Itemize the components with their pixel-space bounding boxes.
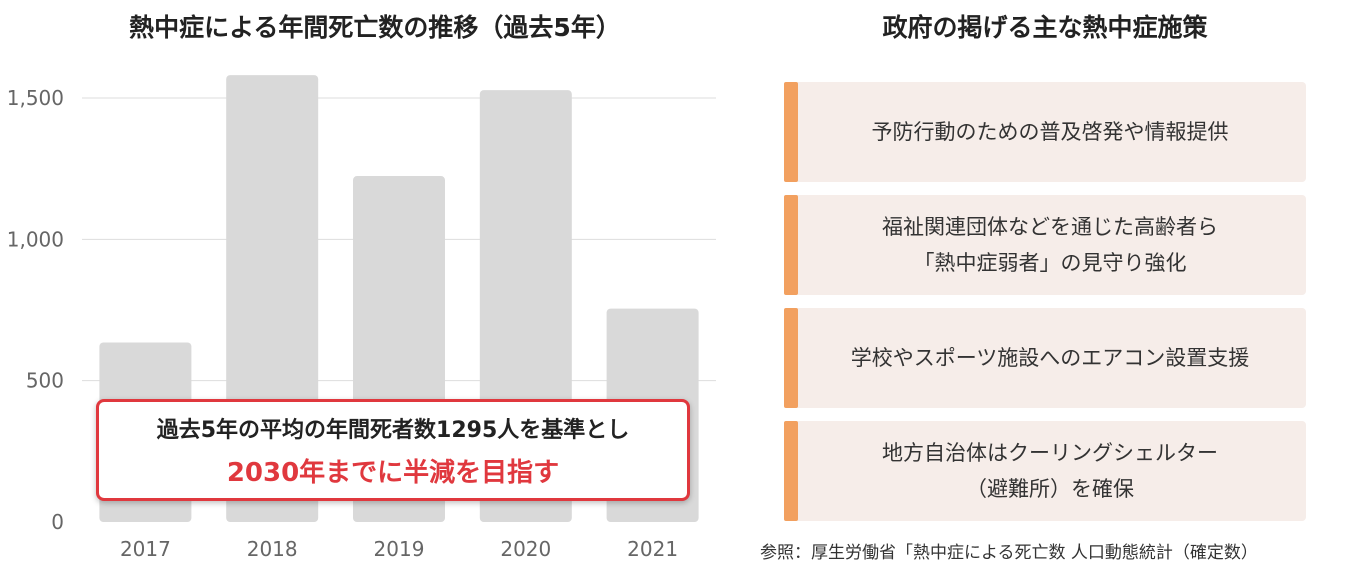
- y-tick-label: 500: [26, 369, 64, 393]
- policy-accent-bar: [784, 82, 798, 182]
- y-tick-label: 0: [51, 510, 64, 534]
- policy-text: 福祉関連団体などを通じた高齢者ら 「熱中症弱者」の見守り強化: [882, 215, 1218, 275]
- policy-accent-bar: [784, 421, 798, 521]
- policy-card: 予防行動のための普及啓発や情報提供: [784, 82, 1306, 182]
- chart-title: 熱中症による年間死亡数の推移（過去5年）: [129, 13, 621, 42]
- x-tick-label: 2018: [247, 537, 298, 561]
- x-tick-label: 2017: [120, 537, 171, 561]
- policy-accent-bar: [784, 308, 798, 408]
- policy-text: 学校やスポーツ施設へのエアコン設置支援: [850, 346, 1250, 370]
- policy-card: 地方自治体はクーリングシェルター （避難所）を確保: [784, 421, 1306, 521]
- source-note: 参照：厚生労働省「熱中症による死亡数 人口動態統計（確定数）: [760, 543, 1258, 563]
- x-tick-label: 2019: [374, 537, 425, 561]
- y-tick-label: 1,000: [7, 227, 64, 251]
- policy-card: 福祉関連団体などを通じた高齢者ら 「熱中症弱者」の見守り強化: [784, 195, 1306, 295]
- x-tick-label: 2021: [627, 537, 678, 561]
- callout-baseline-text: 過去5年の平均の年間死者数1295人を基準とし: [156, 418, 630, 443]
- callout-goal-text: 2030年までに半減を目指す: [226, 458, 560, 488]
- policy-list: 予防行動のための普及啓発や情報提供 福祉関連団体などを通じた高齢者ら 「熱中症弱…: [784, 82, 1306, 534]
- x-tick-label: 2020: [500, 537, 551, 561]
- target-callout: 過去5年の平均の年間死者数1295人を基準とし 2030年までに半減を目指す: [96, 399, 690, 501]
- policy-text: 予防行動のための普及啓発や情報提供: [871, 120, 1229, 144]
- y-tick-label: 1,500: [7, 86, 64, 110]
- policy-text: 地方自治体はクーリングシェルター （避難所）を確保: [882, 441, 1218, 501]
- policy-accent-bar: [784, 195, 798, 295]
- policies-title: 政府の掲げる主な熱中症施策: [882, 13, 1208, 42]
- policy-card: 学校やスポーツ施設へのエアコン設置支援: [784, 308, 1306, 408]
